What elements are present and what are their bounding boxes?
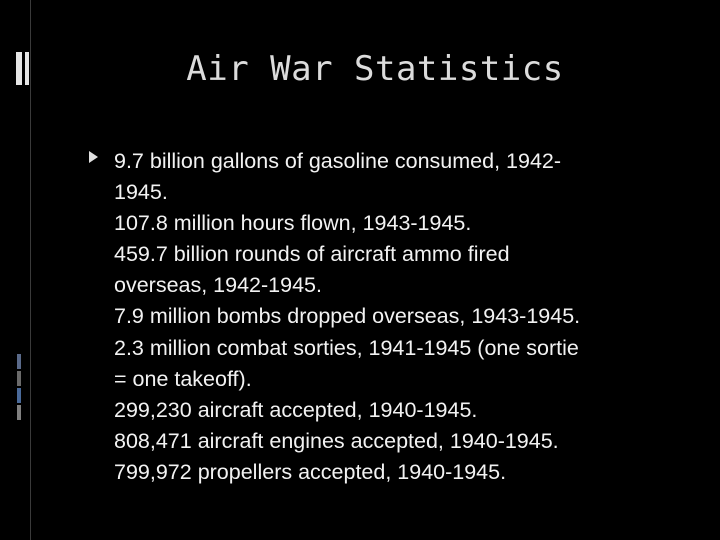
bullet-line: 459.7 billion rounds of aircraft ammo fi…: [114, 242, 510, 267]
bullet-line: 299,230 aircraft accepted, 1940-1945.: [114, 397, 478, 422]
bullet-line: 1945.: [114, 180, 168, 205]
left-vertical-rule: [30, 0, 31, 540]
title-accent-bar-thin: [25, 52, 29, 85]
bullet-line: 9.7 billion gallons of gasoline consumed…: [114, 149, 562, 173]
title-accent-bar: [16, 52, 22, 85]
bullet-body: 9.7 billion gallons of gasoline consumed…: [114, 146, 694, 488]
bullet-line: 2.3 million combat sorties, 1941-1945 (o…: [114, 335, 579, 360]
decorative-accent-block: [17, 405, 21, 420]
bullet-line: 107.8 million hours flown, 1943-1945.: [114, 211, 472, 236]
bullet-line: 808,471 aircraft engines accepted, 1940-…: [114, 428, 559, 453]
bullet-line: 799,972 propellers accepted, 1940-1945.: [114, 459, 507, 484]
decorative-accent-block: [17, 371, 21, 386]
bullet-line: overseas, 1942-1945.: [114, 273, 322, 298]
decorative-accent-block: [17, 388, 21, 403]
slide-title: Air War Statistics: [186, 49, 564, 89]
decorative-accent-block: [17, 354, 21, 369]
bullet-arrow-icon: [89, 151, 98, 163]
bullet-line: = one takeoff).: [114, 366, 252, 391]
bullet-line: 7.9 million bombs dropped overseas, 1943…: [114, 304, 581, 329]
